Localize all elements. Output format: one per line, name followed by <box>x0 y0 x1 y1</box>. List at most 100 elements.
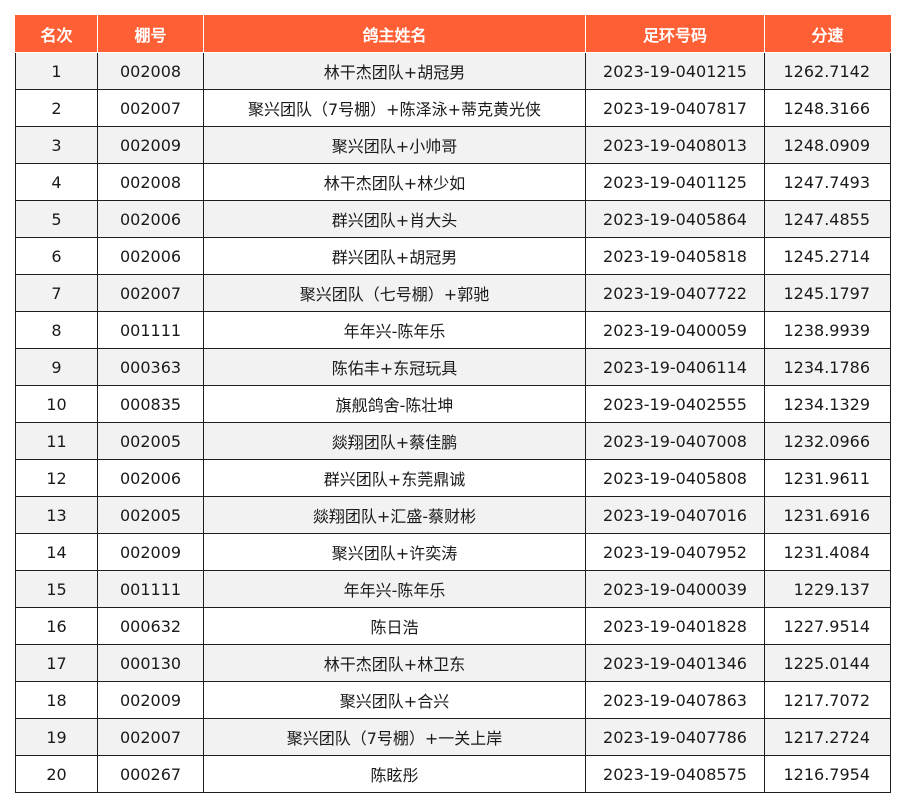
table-row: 11 002005 燚翔团队+蔡佳鹏 2023-19-0407008 1232.0966 <box>15 422 891 460</box>
table-row: 6 002006 群兴团队+胡冠男 2023-19-0405818 1245.2714 <box>15 237 891 275</box>
cell-ring: 2023-19-0407817 <box>585 89 765 127</box>
cell-shed: 001111 <box>97 311 204 349</box>
table-row: 15 001111 年年兴-陈年乐 2023-19-0400039 1229.137 <box>15 570 891 608</box>
table-row: 8 001111 年年兴-陈年乐 2023-19-0400059 1238.9939 <box>15 311 891 349</box>
cell-ring: 2023-19-0405864 <box>585 200 765 238</box>
cell-owner: 燚翔团队+汇盛-蔡财彬 <box>203 496 586 534</box>
cell-owner: 年年兴-陈年乐 <box>203 311 586 349</box>
cell-speed: 1234.1329 <box>764 385 891 423</box>
cell-owner: 聚兴团队+合兴 <box>203 681 586 719</box>
cell-shed: 002007 <box>97 718 204 756</box>
header-rank: 名次 <box>15 15 98 53</box>
table-row: 7 002007 聚兴团队（七号棚）+郭驰 2023-19-0407722 1245.1… <box>15 274 891 312</box>
cell-owner: 燚翔团队+蔡佳鹏 <box>203 422 586 460</box>
table-body: 1 002008 林干杰团队+胡冠男 2023-19-0401215 1262.7142… <box>15 52 891 793</box>
cell-shed: 002009 <box>97 126 204 164</box>
table-row: 13 002005 燚翔团队+汇盛-蔡财彬 2023-19-0407016 1231.6… <box>15 496 891 534</box>
header-owner: 鸽主姓名 <box>203 15 586 53</box>
cell-speed: 1217.2724 <box>764 718 891 756</box>
table-row: 18 002009 聚兴团队+合兴 2023-19-0407863 1217.7072 <box>15 681 891 719</box>
cell-rank: 2 <box>15 89 98 127</box>
cell-ring: 2023-19-0407786 <box>585 718 765 756</box>
table-row: 4 002008 林干杰团队+林少如 2023-19-0401125 1247.7493 <box>15 163 891 201</box>
cell-speed: 1229.137 <box>764 570 891 608</box>
results-table-container: 名次 棚号 鸽主姓名 足环号码 分速 1 002008 林干杰团队+胡冠男 2023-… <box>15 15 891 793</box>
cell-ring: 2023-19-0401125 <box>585 163 765 201</box>
cell-ring: 2023-19-0407863 <box>585 681 765 719</box>
cell-ring: 2023-19-0400039 <box>585 570 765 608</box>
cell-ring: 2023-19-0405808 <box>585 459 765 497</box>
cell-ring: 2023-19-0402555 <box>585 385 765 423</box>
cell-ring: 2023-19-0407952 <box>585 533 765 571</box>
cell-speed: 1217.7072 <box>764 681 891 719</box>
cell-shed: 002007 <box>97 274 204 312</box>
table-row: 9 000363 陈佑丰+东冠玩具 2023-19-0406114 1234.1786 <box>15 348 891 386</box>
cell-speed: 1232.0966 <box>764 422 891 460</box>
cell-speed: 1231.6916 <box>764 496 891 534</box>
header-row: 名次 棚号 鸽主姓名 足环号码 分速 <box>15 15 891 53</box>
cell-speed: 1234.1786 <box>764 348 891 386</box>
cell-speed: 1238.9939 <box>764 311 891 349</box>
cell-rank: 7 <box>15 274 98 312</box>
cell-ring: 2023-19-0406114 <box>585 348 765 386</box>
cell-rank: 6 <box>15 237 98 275</box>
cell-rank: 17 <box>15 644 98 682</box>
cell-speed: 1225.0144 <box>764 644 891 682</box>
table-row: 5 002006 群兴团队+肖大头 2023-19-0405864 1247.4855 <box>15 200 891 238</box>
cell-speed: 1216.7954 <box>764 755 891 793</box>
cell-speed: 1248.3166 <box>764 89 891 127</box>
cell-shed: 001111 <box>97 570 204 608</box>
cell-owner: 林干杰团队+林少如 <box>203 163 586 201</box>
table-row: 14 002009 聚兴团队+许奕涛 2023-19-0407952 1231.4084 <box>15 533 891 571</box>
cell-owner: 聚兴团队（7号棚）+陈泽泳+蒂克黄光侠 <box>203 89 586 127</box>
cell-shed: 000363 <box>97 348 204 386</box>
cell-speed: 1248.0909 <box>764 126 891 164</box>
cell-rank: 3 <box>15 126 98 164</box>
cell-owner: 群兴团队+胡冠男 <box>203 237 586 275</box>
cell-shed: 002006 <box>97 200 204 238</box>
cell-speed: 1227.9514 <box>764 607 891 645</box>
cell-speed: 1245.1797 <box>764 274 891 312</box>
cell-shed: 002009 <box>97 681 204 719</box>
cell-shed: 000632 <box>97 607 204 645</box>
cell-rank: 12 <box>15 459 98 497</box>
cell-shed: 002008 <box>97 52 204 90</box>
cell-ring: 2023-19-0408575 <box>585 755 765 793</box>
table-row: 1 002008 林干杰团队+胡冠男 2023-19-0401215 1262.7142 <box>15 52 891 90</box>
cell-owner: 聚兴团队+许奕涛 <box>203 533 586 571</box>
table-row: 12 002006 群兴团队+东莞鼎诚 2023-19-0405808 1231.961… <box>15 459 891 497</box>
cell-owner: 年年兴-陈年乐 <box>203 570 586 608</box>
cell-rank: 1 <box>15 52 98 90</box>
cell-rank: 4 <box>15 163 98 201</box>
cell-speed: 1245.2714 <box>764 237 891 275</box>
table-row: 20 000267 陈眩彤 2023-19-0408575 1216.7954 <box>15 755 891 793</box>
cell-rank: 15 <box>15 570 98 608</box>
cell-shed: 002008 <box>97 163 204 201</box>
cell-ring: 2023-19-0407008 <box>585 422 765 460</box>
table-row: 2 002007 聚兴团队（7号棚）+陈泽泳+蒂克黄光侠 2023-19-040781… <box>15 89 891 127</box>
header-speed: 分速 <box>764 15 891 53</box>
cell-owner: 群兴团队+东莞鼎诚 <box>203 459 586 497</box>
cell-ring: 2023-19-0401346 <box>585 644 765 682</box>
header-shed: 棚号 <box>97 15 204 53</box>
cell-rank: 19 <box>15 718 98 756</box>
results-table: 名次 棚号 鸽主姓名 足环号码 分速 1 002008 林干杰团队+胡冠男 2023-… <box>15 15 891 793</box>
cell-shed: 000267 <box>97 755 204 793</box>
cell-ring: 2023-19-0407722 <box>585 274 765 312</box>
cell-speed: 1231.9611 <box>764 459 891 497</box>
cell-rank: 18 <box>15 681 98 719</box>
table-row: 19 002007 聚兴团队（7号棚）+一关上岸 2023-19-0407786 121… <box>15 718 891 756</box>
cell-rank: 10 <box>15 385 98 423</box>
cell-shed: 002007 <box>97 89 204 127</box>
cell-owner: 聚兴团队（七号棚）+郭驰 <box>203 274 586 312</box>
cell-speed: 1231.4084 <box>764 533 891 571</box>
cell-owner: 陈佑丰+东冠玩具 <box>203 348 586 386</box>
header-ring: 足环号码 <box>585 15 765 53</box>
cell-rank: 9 <box>15 348 98 386</box>
cell-speed: 1262.7142 <box>764 52 891 90</box>
cell-shed: 000835 <box>97 385 204 423</box>
cell-ring: 2023-19-0401828 <box>585 607 765 645</box>
cell-owner: 陈眩彤 <box>203 755 586 793</box>
cell-shed: 000130 <box>97 644 204 682</box>
table-row: 16 000632 陈日浩 2023-19-0401828 1227.9514 <box>15 607 891 645</box>
